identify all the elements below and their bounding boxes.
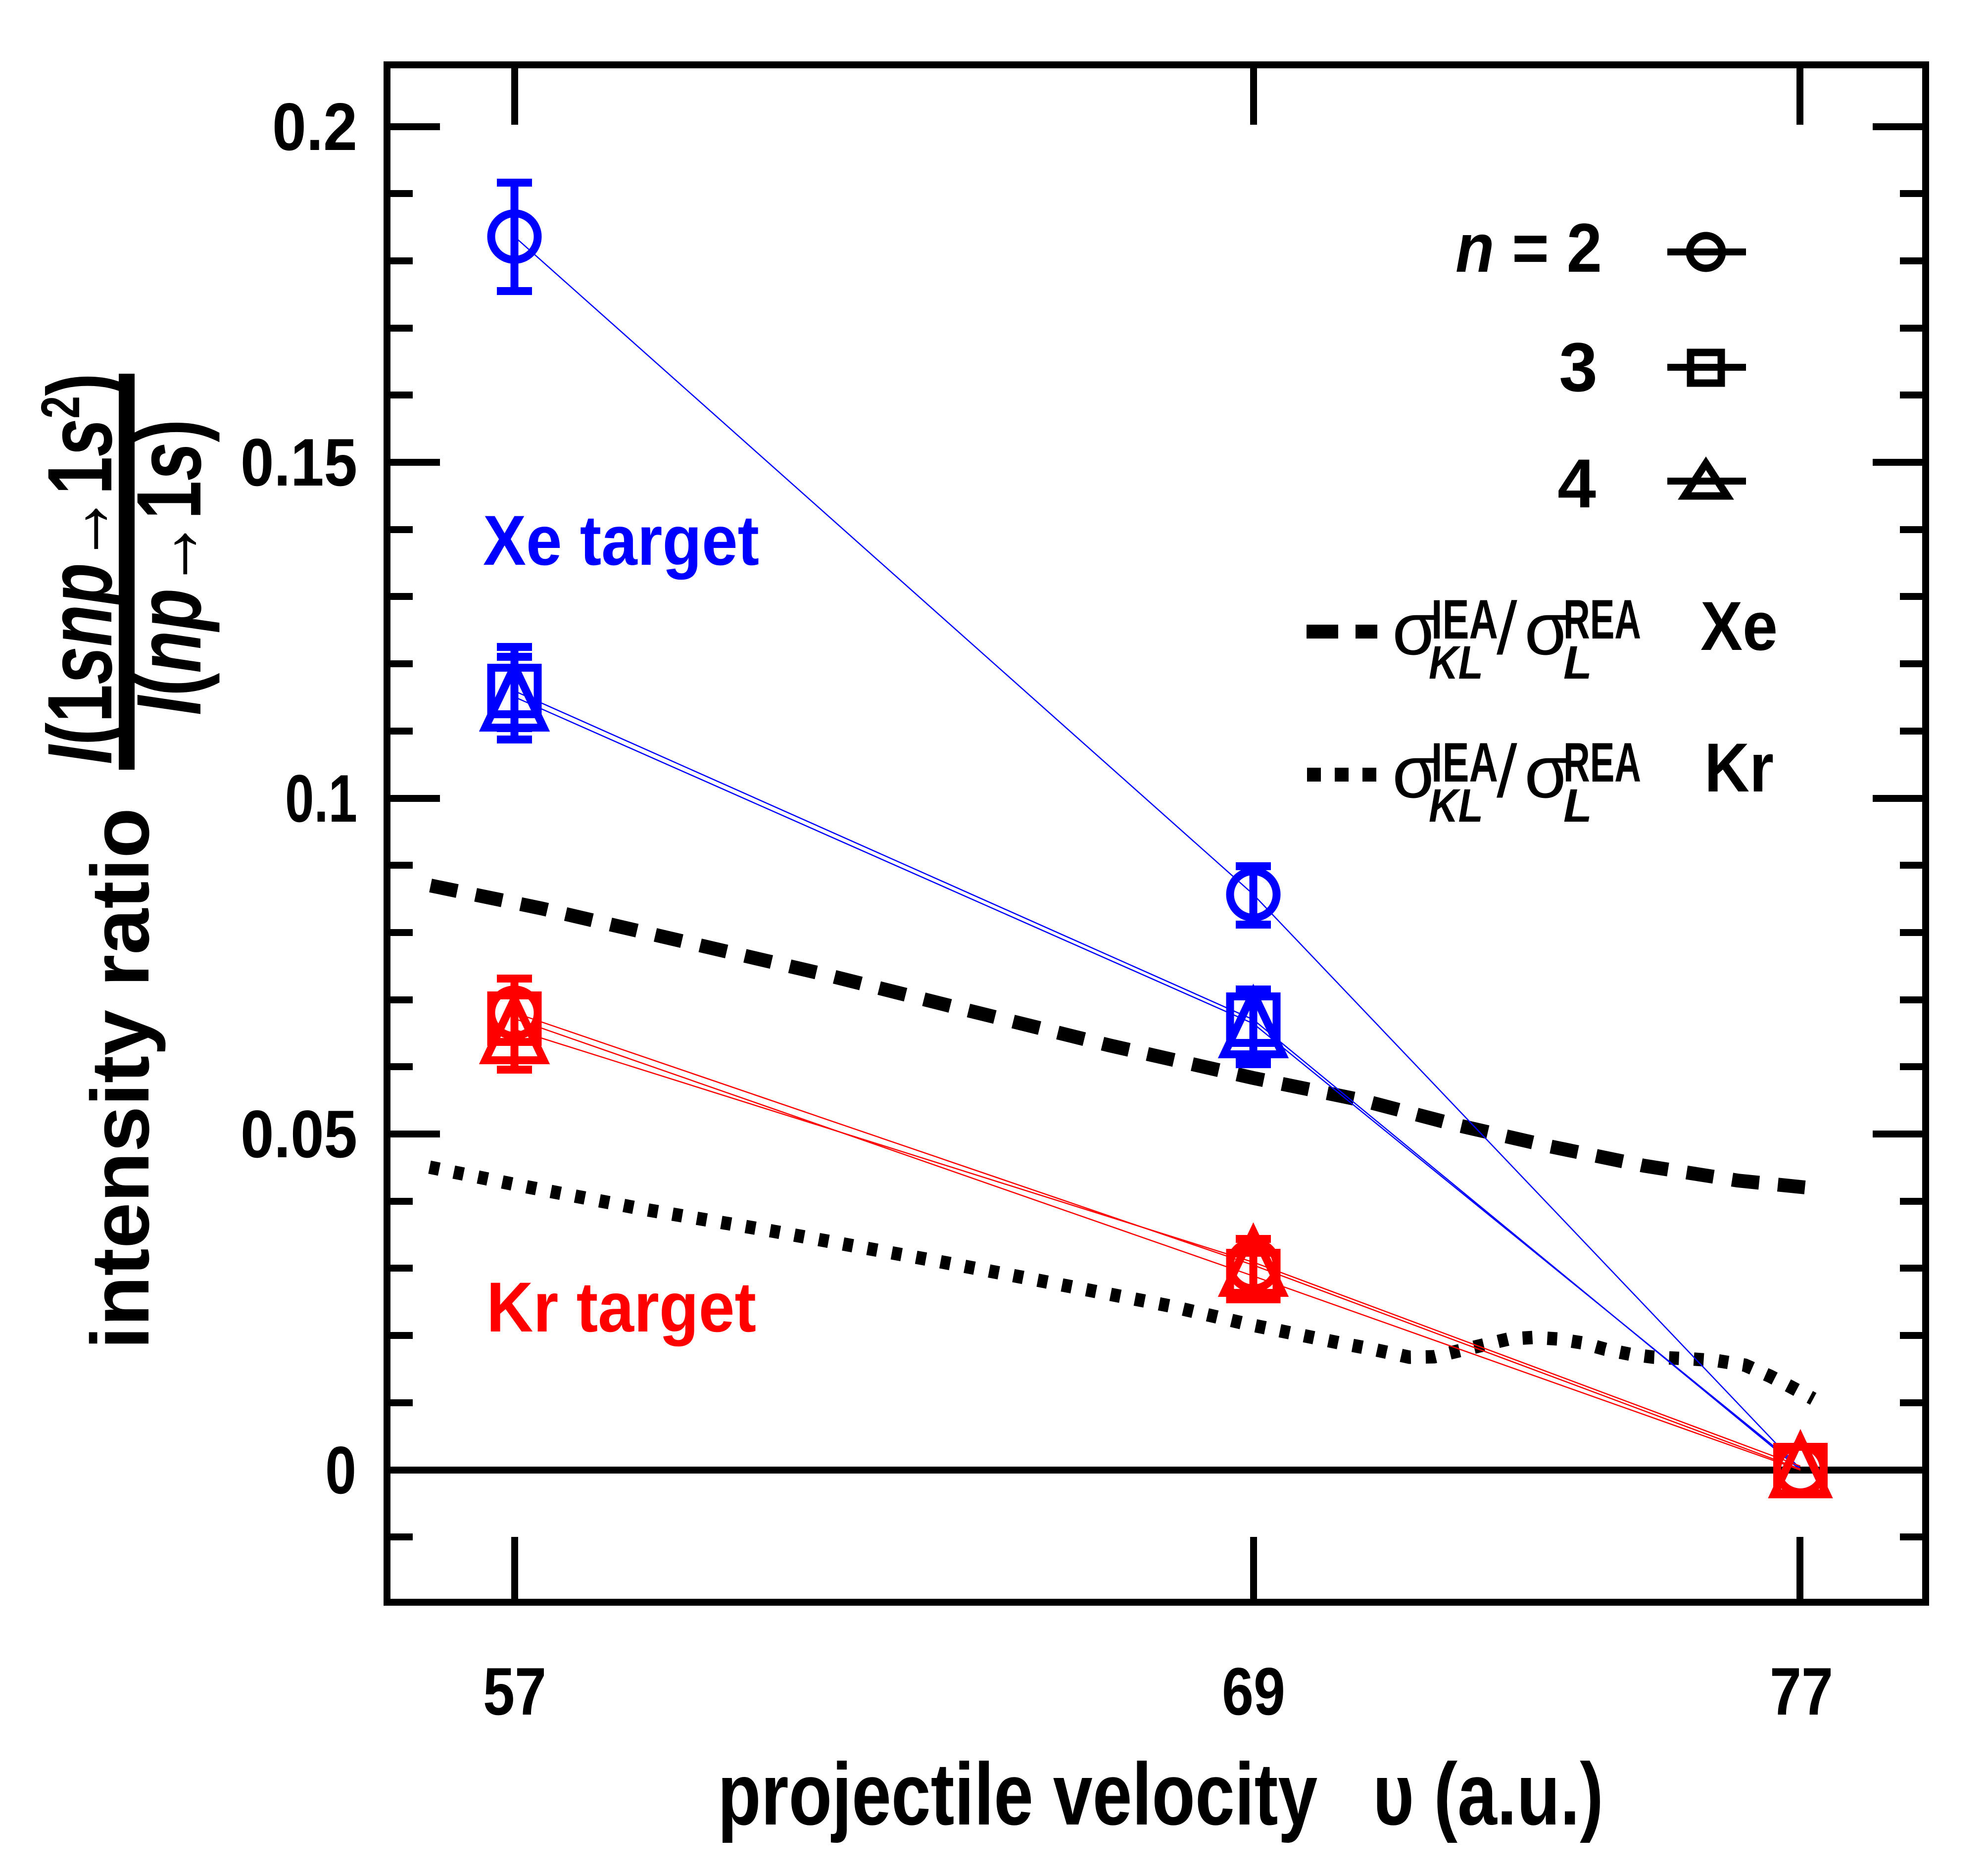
svg-text:n = 2: n = 2 — [1455, 209, 1602, 287]
svg-text:intensity ratio: intensity ratio — [75, 808, 166, 1349]
svg-text:69: 69 — [1222, 1654, 1285, 1729]
svg-text:3: 3 — [1559, 328, 1598, 406]
svg-text:/: / — [1497, 587, 1517, 670]
svg-text:IEA: IEA — [1431, 732, 1498, 793]
svg-text:4: 4 — [1557, 444, 1596, 522]
svg-text:0: 0 — [325, 1432, 356, 1508]
svg-text:Kr: Kr — [1704, 729, 1774, 806]
svg-text:0.15: 0.15 — [241, 425, 357, 500]
svg-text:/: / — [1497, 730, 1517, 813]
svg-text:IEA: IEA — [1431, 589, 1498, 650]
svg-text:0.2: 0.2 — [272, 89, 357, 164]
svg-text:I(1snp→1s2): I(1snp→1s2) — [29, 373, 131, 764]
svg-text:KL: KL — [1429, 780, 1483, 832]
svg-text:Xe: Xe — [1700, 587, 1778, 665]
svg-text:REA: REA — [1563, 732, 1641, 793]
svg-text:REA: REA — [1563, 589, 1641, 650]
svg-text:Kr target: Kr target — [486, 1268, 756, 1347]
svg-text:I(np→1s): I(np→1s) — [118, 419, 220, 715]
svg-text:L: L — [1563, 780, 1592, 832]
svg-text:Xe target: Xe target — [483, 501, 759, 580]
svg-text:0.1: 0.1 — [285, 761, 357, 836]
svg-text:σ: σ — [1524, 587, 1570, 670]
svg-text:0.05: 0.05 — [241, 1096, 357, 1172]
svg-text:σ: σ — [1392, 587, 1438, 670]
svg-text:σ: σ — [1392, 730, 1438, 813]
svg-text:KL: KL — [1429, 637, 1483, 689]
svg-text:σ: σ — [1524, 730, 1570, 813]
svg-text:L: L — [1563, 637, 1592, 689]
svg-text:57: 57 — [483, 1654, 546, 1729]
svg-text:projectile velocity υ (a.u.): projectile velocity υ (a.u.) — [718, 1745, 1603, 1843]
svg-text:77: 77 — [1770, 1654, 1833, 1729]
